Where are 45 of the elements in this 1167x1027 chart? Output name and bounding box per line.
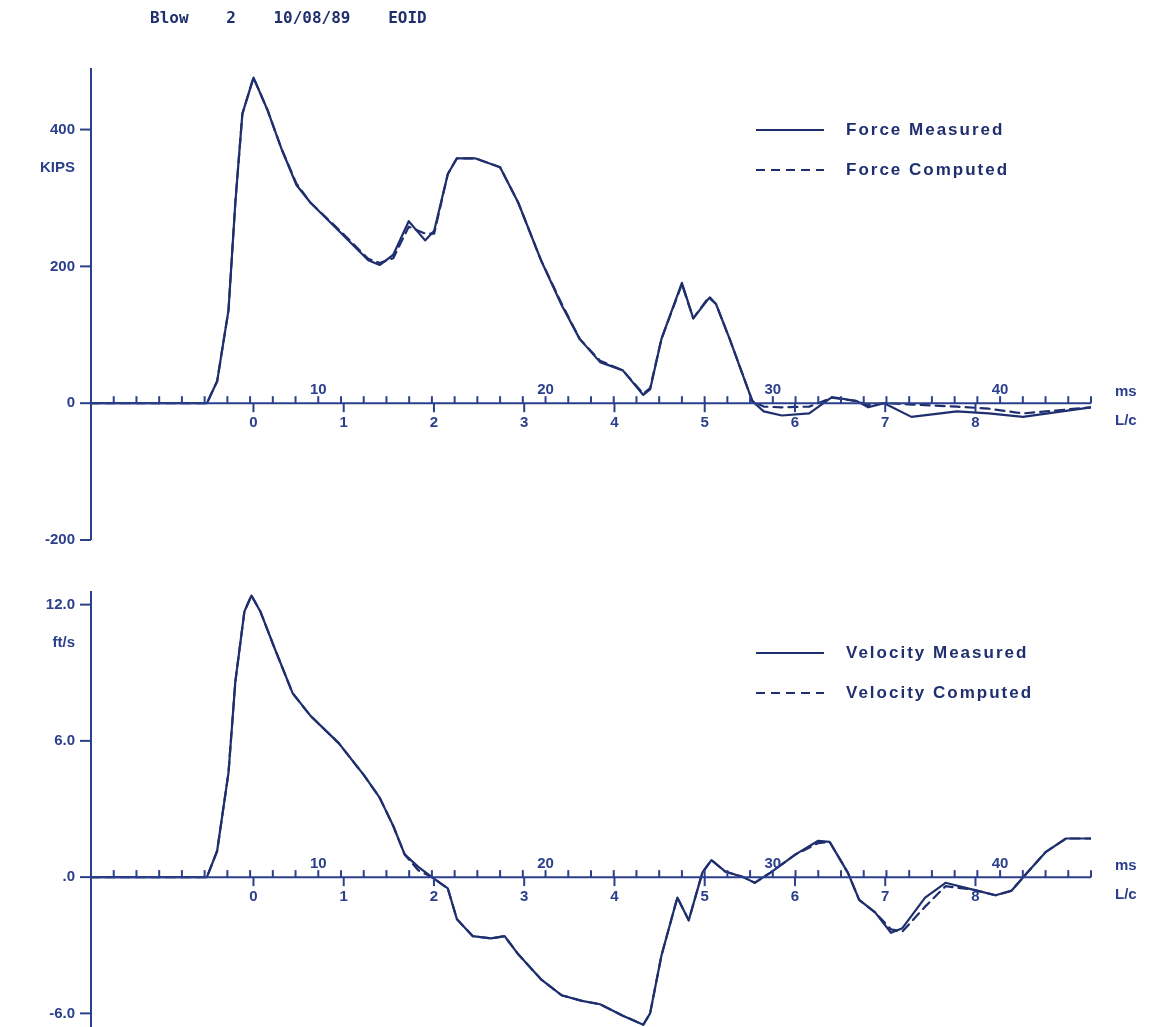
y-axis-title: KIPS bbox=[39, 157, 75, 175]
legend-label: Velocity Measured bbox=[846, 642, 1029, 662]
x2-tick-label: 1 bbox=[339, 886, 348, 904]
x-tick-label: 30 bbox=[764, 853, 782, 871]
x2-tick-label: 7 bbox=[881, 886, 890, 904]
x2-tick-label: 6 bbox=[790, 412, 800, 430]
y-tick-label: -6.0 bbox=[49, 1003, 75, 1021]
y-axis-title: ft/s bbox=[52, 632, 75, 650]
x2-tick-label: 4 bbox=[610, 412, 620, 430]
x2-tick-label: 2 bbox=[429, 412, 439, 430]
y-tick-label: .0 bbox=[62, 867, 75, 885]
legend-label: Force Computed bbox=[846, 159, 1010, 179]
x2-tick-label: 5 bbox=[700, 412, 709, 430]
x2-tick-label: 0 bbox=[249, 412, 258, 430]
x2-tick-label: 8 bbox=[971, 412, 980, 430]
x2-tick-label: 3 bbox=[520, 412, 529, 430]
legend-label: Force Measured bbox=[846, 119, 1005, 139]
x-tick-label: 40 bbox=[991, 853, 1009, 871]
legend-label: Velocity Computed bbox=[846, 682, 1034, 702]
x2-tick-label: 8 bbox=[971, 886, 980, 904]
y-tick-label: 6.0 bbox=[54, 731, 75, 749]
x2-tick-label: 1 bbox=[339, 412, 348, 430]
y-tick-label: 0 bbox=[66, 393, 75, 411]
x-tick-label: 10 bbox=[309, 853, 327, 871]
y-tick-label: -200 bbox=[44, 530, 75, 548]
x2-axis-title: L/c bbox=[1115, 410, 1137, 428]
x-axis-title: ms bbox=[1115, 855, 1137, 873]
chart-title: Blow 2 10/08/89 EOID bbox=[150, 8, 427, 27]
x-tick-label: 20 bbox=[537, 379, 554, 397]
x2-tick-label: 3 bbox=[520, 886, 529, 904]
x-tick-label: 10 bbox=[309, 379, 327, 397]
x-tick-label: 30 bbox=[764, 379, 782, 397]
x-tick-label: 40 bbox=[991, 379, 1009, 397]
x2-tick-label: 4 bbox=[610, 886, 620, 904]
x2-tick-label: 6 bbox=[790, 886, 800, 904]
y-tick-label: 12.0 bbox=[45, 594, 75, 612]
y-tick-label: 200 bbox=[49, 256, 75, 274]
x2-tick-label: 5 bbox=[700, 886, 709, 904]
x2-tick-label: 7 bbox=[881, 412, 890, 430]
x-axis-title: ms bbox=[1115, 381, 1137, 399]
x2-tick-label: 2 bbox=[429, 886, 439, 904]
x2-axis-title: L/c bbox=[1115, 884, 1137, 902]
x-tick-label: 20 bbox=[537, 853, 554, 871]
y-tick-label: 400 bbox=[49, 119, 75, 137]
x2-tick-label: 0 bbox=[249, 886, 258, 904]
